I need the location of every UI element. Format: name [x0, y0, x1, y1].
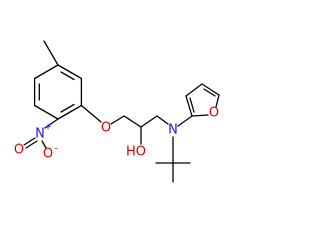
- bond: [189, 97, 195, 113]
- atom-label: O: [209, 106, 219, 121]
- bond: [80, 104, 102, 123]
- atom-label: N: [168, 123, 178, 138]
- bond: [185, 95, 193, 117]
- bond: [41, 140, 47, 149]
- bonds: [23, 40, 220, 183]
- bond: [60, 103, 75, 113]
- bond: [156, 115, 169, 125]
- bond: [191, 114, 209, 117]
- bond: [177, 115, 193, 127]
- bond: [44, 118, 59, 129]
- charge: -: [54, 144, 57, 154]
- bond: [43, 40, 59, 66]
- bond: [215, 94, 220, 108]
- bond: [140, 115, 158, 128]
- bond: [57, 64, 83, 80]
- atom-label: N: [35, 127, 45, 142]
- bond: [60, 71, 75, 81]
- atom-label: HO: [126, 145, 146, 160]
- atom-label: O: [101, 121, 111, 136]
- bond: [23, 137, 36, 146]
- atom-label: O: [43, 147, 53, 162]
- bond: [123, 115, 142, 128]
- molecule: O HO N O N + O O -: [14, 40, 220, 183]
- bond: [25, 140, 38, 149]
- bond: [201, 83, 220, 96]
- bond: [203, 88, 216, 97]
- charge: +: [44, 123, 52, 133]
- atom-label: O: [14, 143, 24, 158]
- bond: [110, 115, 125, 125]
- bond: [57, 104, 83, 120]
- bond: [33, 104, 59, 120]
- bond: [185, 83, 203, 97]
- bond: [33, 64, 59, 80]
